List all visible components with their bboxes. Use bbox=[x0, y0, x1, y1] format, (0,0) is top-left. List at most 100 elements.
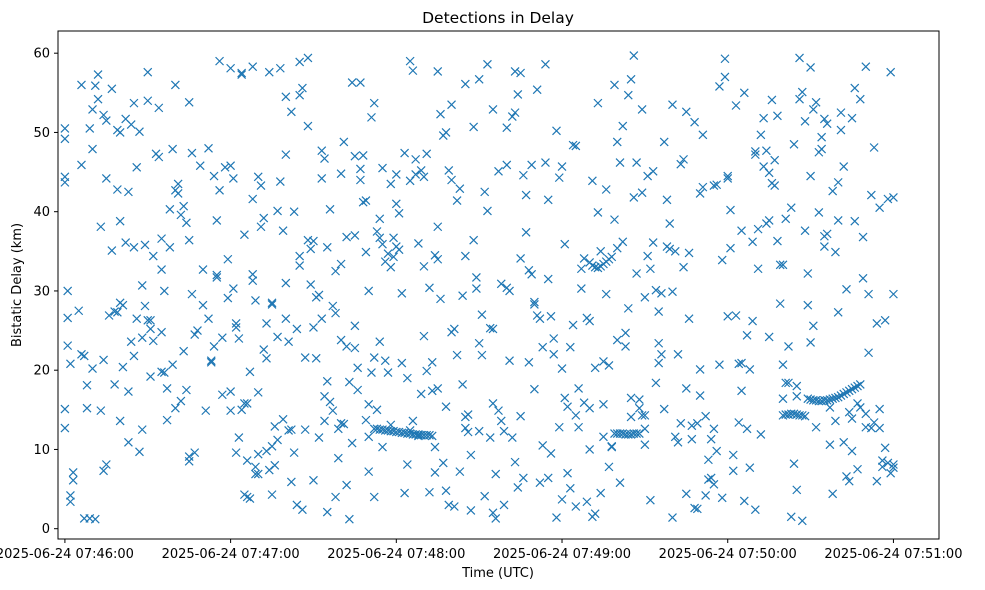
data-point bbox=[239, 230, 249, 240]
data-point bbox=[574, 383, 584, 393]
data-point bbox=[681, 107, 691, 117]
data-point bbox=[778, 360, 788, 370]
data-point bbox=[626, 412, 636, 422]
data-point bbox=[731, 311, 741, 320]
data-point bbox=[344, 514, 354, 524]
data-point bbox=[347, 78, 357, 87]
data-point bbox=[248, 276, 258, 286]
data-point bbox=[458, 380, 468, 389]
data-point bbox=[284, 426, 294, 435]
data-point bbox=[336, 169, 346, 179]
data-point bbox=[491, 469, 501, 479]
data-point bbox=[712, 446, 722, 456]
data-point bbox=[295, 261, 305, 271]
data-point bbox=[833, 177, 843, 187]
data-point bbox=[110, 380, 120, 389]
data-point bbox=[665, 219, 675, 229]
data-point bbox=[378, 442, 387, 452]
data-point bbox=[226, 161, 236, 171]
data-point bbox=[557, 162, 567, 171]
x-tick-label: 2025-06-24 07:47:00 bbox=[162, 547, 300, 562]
data-point bbox=[728, 450, 738, 460]
data-point bbox=[496, 279, 506, 289]
data-point bbox=[568, 320, 578, 330]
data-point bbox=[563, 402, 572, 412]
data-point bbox=[516, 254, 526, 263]
data-point bbox=[806, 63, 816, 72]
data-point bbox=[358, 150, 368, 160]
data-point bbox=[137, 280, 147, 290]
data-point bbox=[267, 490, 277, 500]
data-point bbox=[822, 395, 832, 405]
data-point bbox=[447, 100, 456, 110]
y-tick-label: 50 bbox=[33, 126, 50, 141]
data-point bbox=[112, 185, 122, 194]
data-point bbox=[60, 124, 70, 133]
data-point bbox=[748, 237, 758, 247]
data-point bbox=[68, 468, 78, 477]
data-point bbox=[157, 367, 166, 377]
data-point bbox=[416, 166, 426, 175]
data-point bbox=[880, 443, 890, 453]
data-point bbox=[759, 113, 769, 123]
data-point bbox=[256, 222, 266, 232]
data-point bbox=[886, 468, 896, 478]
data-point bbox=[466, 506, 476, 515]
data-point bbox=[212, 273, 222, 282]
data-point bbox=[601, 289, 611, 299]
data-point bbox=[137, 425, 147, 435]
data-point bbox=[121, 238, 131, 248]
data-point bbox=[344, 377, 354, 387]
data-point bbox=[215, 185, 224, 195]
data-point bbox=[889, 289, 898, 299]
data-point bbox=[466, 450, 476, 460]
data-point bbox=[176, 396, 186, 406]
data-point bbox=[480, 187, 490, 197]
data-point bbox=[162, 415, 172, 425]
data-point bbox=[817, 132, 827, 142]
data-point bbox=[270, 422, 280, 431]
data-point bbox=[668, 100, 677, 110]
data-point bbox=[231, 319, 241, 328]
data-point bbox=[789, 409, 799, 419]
data-point bbox=[709, 424, 719, 434]
data-point bbox=[640, 292, 650, 302]
data-point bbox=[295, 251, 305, 261]
data-point bbox=[831, 416, 840, 426]
data-point bbox=[452, 350, 462, 360]
data-point bbox=[825, 440, 835, 450]
data-point bbox=[433, 383, 443, 393]
data-point bbox=[303, 121, 313, 131]
data-point bbox=[745, 463, 755, 473]
data-point bbox=[828, 186, 838, 196]
data-point bbox=[355, 175, 365, 185]
data-point bbox=[347, 438, 357, 448]
data-point bbox=[596, 246, 606, 256]
data-point bbox=[286, 477, 296, 487]
data-point bbox=[770, 155, 780, 165]
data-point bbox=[546, 311, 556, 321]
data-point bbox=[281, 150, 291, 160]
data-point bbox=[309, 236, 318, 246]
data-point bbox=[516, 68, 526, 78]
data-point bbox=[375, 214, 385, 224]
data-point bbox=[488, 105, 498, 114]
data-point bbox=[557, 364, 567, 374]
data-point bbox=[63, 341, 73, 351]
data-point bbox=[251, 462, 260, 472]
y-tick-label: 30 bbox=[33, 284, 50, 299]
data-point bbox=[253, 449, 263, 459]
data-point bbox=[173, 189, 183, 198]
data-point bbox=[389, 233, 398, 243]
data-point bbox=[698, 182, 708, 192]
data-point bbox=[795, 53, 804, 63]
data-point bbox=[839, 162, 849, 171]
data-point bbox=[800, 116, 810, 126]
data-point bbox=[618, 237, 628, 247]
data-point bbox=[855, 380, 865, 389]
data-point bbox=[367, 112, 376, 122]
data-point bbox=[836, 391, 846, 400]
data-point bbox=[126, 337, 136, 347]
